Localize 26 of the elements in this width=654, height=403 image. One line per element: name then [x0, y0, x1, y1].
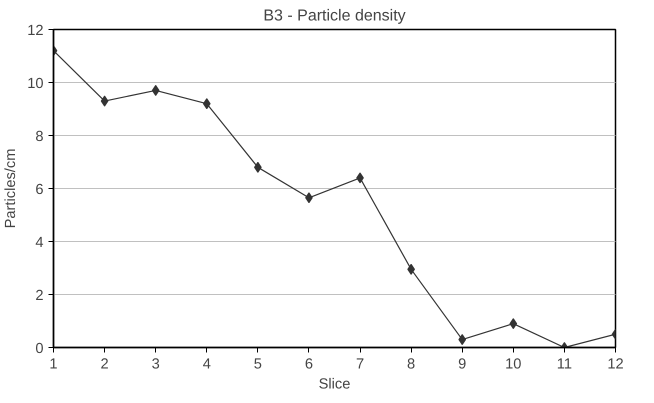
x-tick-label: 12 [607, 356, 624, 372]
y-tick-label: 2 [35, 288, 44, 304]
x-tick-label: 1 [49, 356, 58, 372]
y-tick-label: 0 [35, 341, 44, 357]
x-tick-label: 4 [202, 356, 211, 372]
y-tick-label: 8 [35, 129, 44, 145]
x-tick-label: 5 [254, 356, 262, 372]
point [202, 98, 211, 110]
y-tick-label: 10 [27, 76, 44, 92]
y-tick-label: 12 [27, 23, 44, 39]
x-tick-label: 8 [407, 356, 416, 372]
x-tick-label: 3 [152, 356, 160, 372]
y-tick-label: 6 [35, 182, 44, 198]
x-tick-label: 11 [556, 356, 572, 372]
x-tick-label: 9 [458, 356, 466, 372]
point [458, 334, 466, 346]
point [152, 84, 160, 96]
chart-title: B3 - Particle density [263, 8, 406, 24]
x-tick-label: 7 [356, 356, 364, 372]
x-tick-label: 10 [505, 356, 522, 372]
x-axis-title: Slice [318, 376, 350, 392]
x-tick-label: 6 [304, 356, 314, 372]
x-tick-label: 2 [100, 356, 109, 372]
point [509, 318, 518, 330]
y-tick-label: 4 [35, 235, 44, 251]
y-axis-title: Particles/cm [3, 148, 20, 228]
